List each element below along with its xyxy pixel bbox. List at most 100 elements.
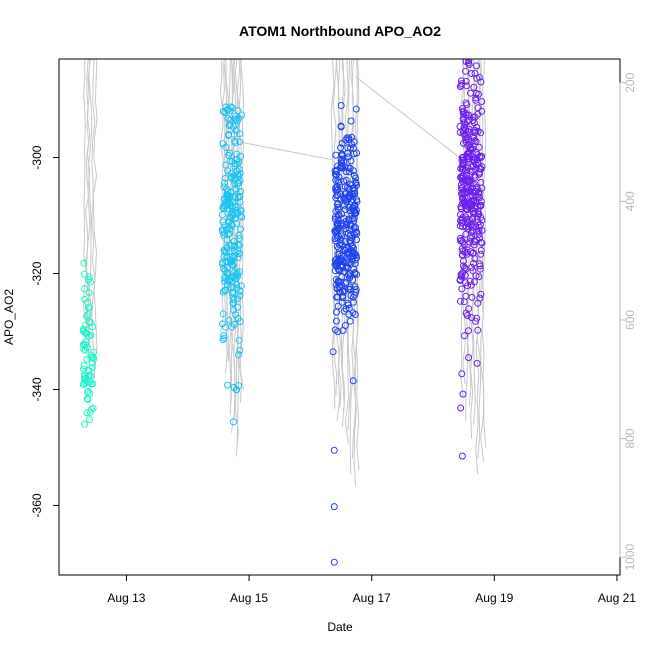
data-point [223,236,231,244]
data-point [341,246,349,254]
data-point [219,310,227,318]
data-point [350,172,358,179]
data-point [472,94,480,102]
data-point [231,185,239,193]
data-point [466,234,474,242]
data-point [338,152,346,160]
data-point [219,336,227,344]
data-point [225,223,233,231]
data-point [471,70,479,77]
data-point [471,126,479,134]
data-point [80,379,88,387]
depth-profile-line [481,59,487,448]
data-point [84,366,92,374]
chart-title: ATOM1 Northbound APO_AO2 [239,23,441,39]
data-point [85,289,93,297]
data-point [468,314,476,322]
data-point [472,96,480,104]
data-point [473,216,481,223]
y-tick-label: -300 [30,145,44,169]
depth-profile-line [86,59,91,356]
data-point [462,164,470,172]
y-axis: -300 -320 -340 -360 [30,145,59,517]
data-point [344,164,352,172]
data-point [226,256,234,264]
data-point [230,418,237,426]
data-point [477,246,485,254]
data-point [81,420,89,428]
data-point [230,254,238,262]
data-point [83,409,91,417]
data-point [81,285,88,293]
data-point [350,207,358,215]
data-point [231,242,238,250]
data-point [458,452,466,460]
data-point [469,267,477,275]
data-point [86,318,93,326]
x-tick-label: Aug 19 [475,591,513,605]
data-point [341,201,349,209]
data-point [337,254,345,262]
data-point [457,404,465,412]
data-point [230,384,238,391]
data-point [330,558,338,566]
data-point [80,375,88,383]
data-point [219,320,226,328]
data-point [465,305,473,313]
depth-profile-line [83,59,88,344]
data-point [338,155,346,163]
data-point [233,160,241,168]
data-point [344,301,352,309]
data-point [339,327,347,334]
data-point [467,248,475,256]
data-point [474,127,482,135]
data-point [228,199,236,207]
depth-profile-line [353,59,359,487]
data-point [458,219,466,227]
data-point [80,365,88,373]
data-point [457,237,465,245]
y2-tick-label: 400 [623,191,637,211]
depth-profile-line [92,59,98,367]
data-point [219,218,227,226]
data-point [341,163,349,171]
data-point [333,317,340,325]
data-point [351,270,359,278]
data-point [81,328,89,336]
data-point [350,217,358,225]
data-point [230,300,238,307]
data-point [475,143,483,151]
data-point [475,190,483,198]
data-point [463,215,471,223]
data-point [334,206,342,214]
data-point [468,221,476,229]
data-point [339,294,347,302]
data-point [350,252,358,260]
data-point [466,178,474,185]
data-point [471,129,479,136]
data-point [219,228,226,235]
data-point [331,326,339,334]
data-point [337,102,345,109]
data-point [465,148,473,156]
data-point [230,283,237,291]
data-point [233,150,241,158]
data-point [478,227,486,234]
data-point [230,296,238,304]
data-point [462,67,470,75]
data-point [476,234,484,242]
data-point [333,284,341,292]
data-point [334,302,342,310]
y-tick-label: -360 [30,493,44,517]
data-point [352,209,360,217]
data-point [81,295,89,303]
data-point [477,238,485,246]
data-point [353,181,361,189]
data-point [477,198,485,205]
data-point [237,225,245,233]
data-point [85,273,93,281]
data-point [225,131,232,139]
data-point [473,359,481,367]
data-point [462,99,470,107]
